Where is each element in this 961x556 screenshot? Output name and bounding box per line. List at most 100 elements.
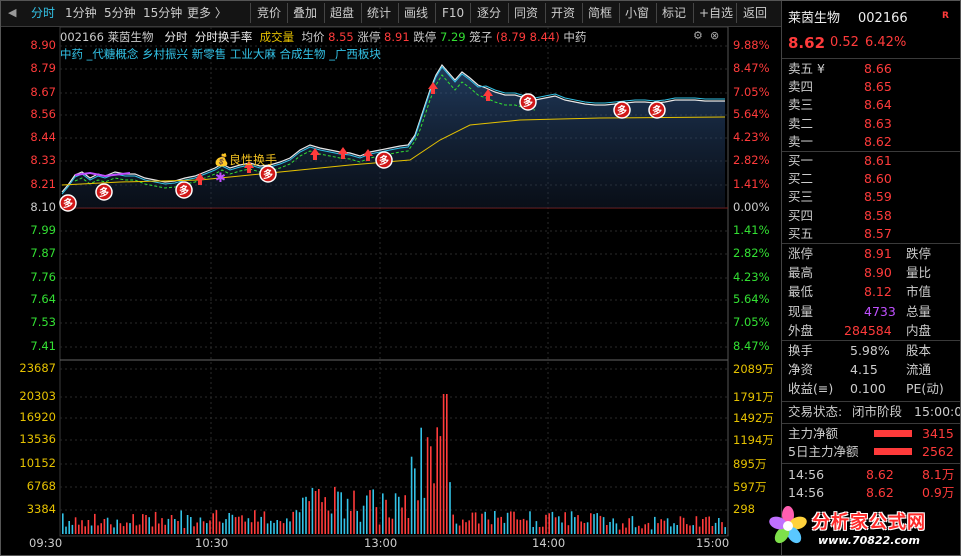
info-name: 莱茵生物 (107, 30, 154, 44)
signal-mark-icon: 多 (375, 151, 393, 169)
stat-row[interactable]: 最低 8.12 市值 (782, 283, 961, 301)
close-icon[interactable]: ⊗ (710, 29, 720, 42)
same-fund-button[interactable]: 同资 (514, 6, 539, 20)
info-turnover-mode[interactable]: 分时换手率 (194, 30, 253, 44)
overlay-button[interactable]: 叠加 (293, 6, 318, 20)
per-minute-button[interactable]: 逐分 (477, 6, 502, 20)
add-watchlist-button[interactable]: +自选 (699, 6, 734, 20)
stat-row-2[interactable]: 换手 5.98% 股本 (782, 342, 961, 360)
small-window-button[interactable]: 小窗 (625, 6, 650, 20)
signal-mark-icon: 多 (613, 101, 631, 119)
settings-icon[interactable]: ⚙ (693, 29, 703, 42)
bid-row[interactable]: 买二 8.60 (782, 170, 961, 188)
signal-mark-label: 多 (379, 154, 389, 167)
volume-tick-left: 6768 (26, 479, 56, 493)
tab-intraday[interactable]: 分时 (31, 6, 56, 20)
bid-row[interactable]: 买四 8.58 (782, 207, 961, 225)
ask-price: 8.63 (864, 115, 892, 131)
tab-1min[interactable]: 1分钟 (65, 6, 97, 20)
tab-5min[interactable]: 5分钟 (104, 6, 136, 20)
ask-row[interactable]: 卖一 8.62 (782, 133, 961, 151)
stat-value: 4.15 (850, 362, 878, 378)
tick-row[interactable]: 14:56 8.62 8.1万 (782, 466, 961, 484)
stat-row-2[interactable]: 净资 4.15 流通 (782, 361, 961, 379)
back-button[interactable]: 返回 (743, 6, 768, 20)
stat-row[interactable]: 现量 4733 总量 (782, 303, 961, 321)
stat-label-2: 股本 (906, 343, 932, 358)
open-fund-button[interactable]: 开资 (551, 6, 576, 20)
pct-tick-right: 7.05% (733, 85, 770, 99)
signal-mark-icon: 多 (95, 183, 113, 201)
buy-arrow-icon (338, 147, 348, 159)
stat-row[interactable]: 外盘 284584 内盘 (782, 322, 961, 340)
concept-tag[interactable]: _广西板块 (329, 47, 381, 61)
concept-tag[interactable]: 合成生物 (279, 47, 326, 61)
stat-value: 4733 (864, 303, 896, 319)
simple-frame-button[interactable]: 简框 (588, 6, 613, 20)
info-volume-mode[interactable]: 成交量 (259, 30, 295, 44)
trade-status-time: 15:00:0 (914, 404, 961, 419)
stat-label: 换手 (788, 343, 814, 358)
signal-mark-label: 多 (652, 104, 662, 117)
tick-volume: 8.1万 (922, 467, 955, 482)
info-ladder-value: (8.79 8.44) (495, 30, 560, 44)
tick-row[interactable]: 14:56 8.62 0.9万 (782, 484, 961, 502)
ask-row[interactable]: 卖五 ¥ 8.66 (782, 60, 961, 78)
price-tick-left: 8.90 (30, 38, 56, 52)
tick-time: 14:56 (788, 467, 825, 482)
info-avg-value: 8.55 (328, 30, 354, 44)
bid-row[interactable]: 买三 8.59 (782, 188, 961, 206)
stat-label: 现量 (788, 303, 814, 319)
tab-more[interactable]: 更多 〉 (187, 6, 227, 20)
stat-row[interactable]: 涨停 8.91 跌停 (782, 245, 961, 263)
f10-button[interactable]: F10 (442, 6, 465, 20)
concept-tag[interactable]: 工业大麻 (229, 47, 276, 61)
concept-tag[interactable]: 新零售 (191, 47, 227, 61)
stat-label-2: PE(动) (906, 381, 944, 397)
watermark: 分析家公式网 www.70822.com (760, 496, 961, 556)
collapse-left-icon[interactable]: ◀ (8, 6, 17, 19)
mark-button[interactable]: 标记 (662, 6, 687, 20)
volume-tick-right: 597万 (733, 480, 767, 494)
ask-row[interactable]: 卖四 8.65 (782, 78, 961, 96)
auction-button[interactable]: 竞价 (257, 6, 282, 20)
ask-label: 卖三 (788, 97, 814, 113)
ask-row[interactable]: 卖三 8.64 (782, 96, 961, 114)
ask-label: 卖一 (788, 133, 814, 149)
stat-row[interactable]: 最高 8.90 量比 (782, 264, 961, 282)
stat-label: 收益(≡) (788, 381, 834, 397)
ask-row[interactable]: 卖二 8.63 (782, 115, 961, 133)
stat-row-2[interactable]: 收益(≡) 0.100 PE(动) (782, 380, 961, 398)
info-limit-up-label: 涨停 (357, 30, 381, 44)
purple-star-icon: ✱ (215, 171, 226, 186)
intraday-chart[interactable]: ✱ 多多 多多多多多多 (0, 0, 781, 556)
volume-tick-left: 3384 (26, 502, 56, 516)
annotation-label: 良性换手 (228, 153, 277, 167)
super-button[interactable]: 超盘 (330, 6, 355, 20)
bid-row[interactable]: 买五 8.57 (782, 225, 961, 243)
ask-price: 8.66 (864, 61, 892, 76)
stats-button[interactable]: 统计 (367, 6, 392, 20)
volume-tick-left: 23687 (19, 361, 56, 375)
volume-tick-left: 13536 (19, 432, 56, 446)
bid-label: 买一 (788, 153, 814, 168)
price-area-fill (62, 65, 725, 208)
bid-price: 8.57 (864, 225, 892, 241)
tick-price: 8.62 (866, 467, 894, 482)
info-mode[interactable]: 分时 (164, 30, 188, 44)
concept-tag[interactable]: 乡村振兴 (142, 47, 189, 61)
price-tick-left: 7.87 (30, 246, 56, 260)
concept-tag[interactable]: _代糖概念 (86, 47, 139, 61)
stat-value: 8.12 (864, 284, 892, 300)
stat-value: 284584 (844, 322, 892, 338)
price-tick-left: 7.53 (30, 315, 56, 329)
signal-mark-label: 多 (617, 104, 627, 117)
time-tick: 15:00 (696, 536, 730, 550)
draw-line-button[interactable]: 画线 (404, 6, 429, 20)
tab-15min[interactable]: 15分钟 (143, 6, 183, 20)
bid-label: 买三 (788, 189, 814, 205)
volume-tick-left: 10152 (19, 456, 56, 470)
bid-row[interactable]: 买一 8.61 (782, 152, 961, 170)
concept-tag[interactable]: 中药 (60, 47, 83, 61)
pct-tick-right: 2.82% (733, 246, 770, 260)
